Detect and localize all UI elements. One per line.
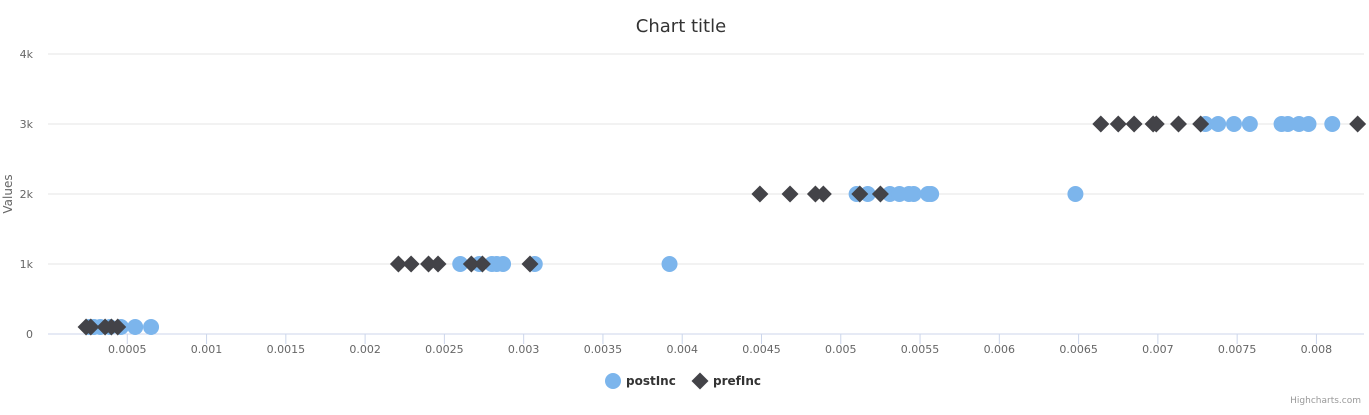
prefInc-point	[389, 255, 407, 273]
x-tick-label: 0.004	[666, 343, 698, 356]
prefInc-point	[82, 318, 100, 336]
legend-circle-icon	[605, 373, 621, 389]
prefInc-point	[1192, 115, 1210, 133]
y-tick-label: 0	[26, 328, 33, 341]
prefInc-point	[462, 255, 480, 273]
legend-item-prefInc[interactable]: prefInc	[691, 372, 762, 390]
prefInc-point	[871, 185, 889, 203]
x-tick-label: 0.006	[984, 343, 1016, 356]
postInc-point	[905, 186, 922, 202]
postInc-point	[127, 319, 144, 335]
plot-series	[77, 115, 1367, 336]
postInc-point	[1279, 116, 1296, 132]
prefInc-point	[109, 318, 127, 336]
x-tick-label: 0.0065	[1059, 343, 1098, 356]
postInc-point	[1241, 116, 1258, 132]
y-tick-label: 3k	[20, 118, 34, 131]
y-axis: 0 1k 2k 3k 4k	[20, 48, 34, 341]
postInc-point	[661, 256, 678, 272]
x-tick-label: 0.002	[349, 343, 381, 356]
prefInc-point	[781, 185, 799, 203]
prefInc-point	[1349, 115, 1367, 133]
prefInc-point	[1169, 115, 1187, 133]
x-tick-label: 0.0075	[1218, 343, 1257, 356]
prefInc-point	[851, 185, 869, 203]
x-tick-label: 0.007	[1142, 343, 1174, 356]
prefInc-point	[420, 255, 438, 273]
x-tick-label: 0.0025	[425, 343, 464, 356]
legend-label: prefInc	[713, 374, 761, 388]
prefInc-point	[1092, 115, 1110, 133]
postInc-point	[1067, 186, 1084, 202]
prefInc-point	[751, 185, 769, 203]
postInc-point	[1300, 116, 1317, 132]
gridlines	[48, 53, 1364, 265]
chart-title: Chart title	[636, 16, 726, 37]
y-axis-title: Values	[1, 174, 15, 213]
prefInc-point	[1147, 115, 1165, 133]
x-tick-label: 0.0035	[584, 343, 623, 356]
x-tick-label: 0.003	[508, 343, 540, 356]
postInc-point	[1225, 116, 1242, 132]
x-axis: 0.0005 0.001 0.0015 0.002 0.0025 0.003 0.0035 0…	[48, 333, 1364, 356]
legend-label: postInc	[626, 374, 676, 388]
prefInc-point	[402, 255, 420, 273]
postInc-point	[923, 186, 940, 202]
x-tick-label: 0.001	[191, 343, 223, 356]
y-tick-label: 1k	[20, 258, 34, 271]
x-tick-label: 0.008	[1301, 343, 1333, 356]
x-tick-label: 0.005	[825, 343, 857, 356]
prefInc-point	[1125, 115, 1143, 133]
prefInc-point	[1109, 115, 1127, 133]
y-tick-label: 2k	[20, 188, 34, 201]
series-prefInc	[77, 115, 1367, 336]
prefInc-point	[473, 255, 491, 273]
x-tick-label: 0.0005	[108, 343, 147, 356]
x-tick-label: 0.0015	[267, 343, 306, 356]
credits-link[interactable]: Highcharts.com	[1290, 396, 1361, 406]
y-tick-label: 4k	[20, 48, 34, 61]
postInc-point	[1210, 116, 1227, 132]
postInc-point	[452, 256, 469, 272]
legend-item-postInc[interactable]: postInc	[605, 373, 676, 389]
prefInc-point	[814, 185, 832, 203]
legend[interactable]: postInc prefInc	[605, 372, 762, 390]
prefInc-point	[429, 255, 447, 273]
prefInc-point	[521, 255, 539, 273]
x-tick-label: 0.0045	[742, 343, 781, 356]
series-postInc	[81, 116, 1341, 335]
legend-diamond-icon	[691, 372, 709, 390]
postInc-point	[1324, 116, 1341, 132]
postInc-point	[143, 319, 160, 335]
x-tick-label: 0.0055	[901, 343, 940, 356]
postInc-point	[495, 256, 512, 272]
